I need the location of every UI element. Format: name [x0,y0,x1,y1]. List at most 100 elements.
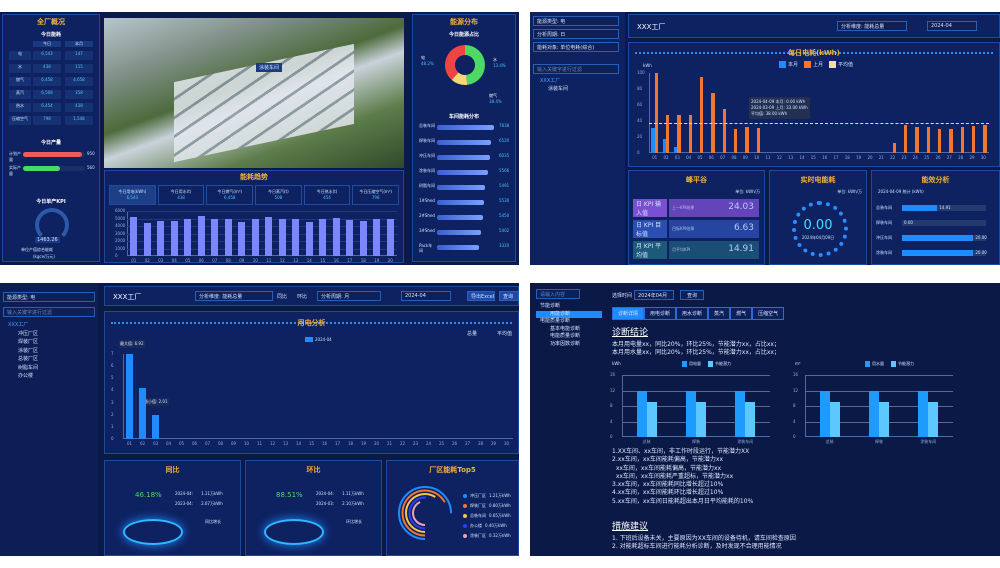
chart-bar[interactable] [938,129,942,153]
trend-tab[interactable]: 今日用电(kWh) 6,543 [109,185,156,205]
chart-bar[interactable] [332,217,340,256]
tree-item[interactable]: 功率因数诊断 [550,340,581,347]
trend-tab[interactable]: 今日压缩空气(m³) 798 [352,185,400,205]
chart-bar[interactable] [722,109,727,153]
chart-bar[interactable] [636,390,647,437]
tree-item[interactable]: 用能诊断 [536,310,602,318]
tab[interactable]: 燃气 [730,307,753,320]
tree-item[interactable]: 总装厂区 [18,356,39,362]
period-select[interactable]: 分析周期: 月 [317,291,381,301]
dimension-select[interactable]: 分析维度: 能耗总量 [837,21,907,31]
tree-item[interactable]: 办公楼 [18,373,34,379]
chart-bar[interactable] [972,125,976,153]
chart-bar[interactable] [654,73,659,153]
chart-bar[interactable] [829,402,840,437]
query-button[interactable]: 查询 [680,290,704,300]
chart-bar[interactable] [211,219,219,256]
filter-select[interactable]: 能源类型: 电 [533,16,619,26]
tab[interactable]: 压缩空气 [752,307,785,320]
tree-item[interactable]: 涂装车间 [548,86,569,92]
trend-tab[interactable]: 今日用水(t) 438 [157,185,205,205]
chart-bar[interactable] [688,115,693,153]
chart-bar[interactable] [651,128,655,153]
chart-bar[interactable] [319,219,327,256]
chart-bar[interactable] [904,125,908,153]
chart-bar[interactable] [879,402,889,437]
month-picker[interactable]: 2024年04月 [634,290,674,300]
trend-tab[interactable]: 今日热水(t) 454 [303,185,351,205]
chart-bar[interactable] [386,218,394,256]
chart-bar[interactable] [130,217,138,256]
chart-bar[interactable] [735,390,746,437]
chart-bar[interactable] [265,217,273,256]
chart-bar[interactable] [677,115,681,153]
date-picker[interactable]: 2024-04 [401,291,451,301]
chart-bar[interactable] [143,223,151,256]
filter-select[interactable]: 分析周期: 日 [533,29,619,39]
daily-bar-chart[interactable]: 0 20 40 60 80 100 01 02 03 04 05 06 07 08 09 10 11 12 13 14… [637,70,989,160]
tab[interactable]: 诊断详情 [612,307,645,320]
chart-bar[interactable] [983,125,987,153]
filter-search-input[interactable]: 输入关键字进行过滤 [533,64,619,74]
chart-bar[interactable] [197,216,205,256]
chart-bar[interactable] [359,220,367,256]
chart-bar[interactable] [949,129,953,153]
chart-bar[interactable] [892,142,897,153]
chart-bar[interactable] [666,115,670,153]
tree-item[interactable]: 树脂车间 [18,364,39,371]
chart-bar[interactable] [745,402,756,437]
chart-bar[interactable] [305,221,313,256]
tree-item[interactable]: 基本电能诊断 [550,325,581,332]
chart-bar[interactable] [157,220,165,256]
chart-bar[interactable] [918,390,929,437]
factory-aerial-map[interactable]: 涂装车间 [104,18,404,168]
query-button[interactable]: 查询 [499,291,519,301]
chart-bar[interactable] [346,220,354,256]
chart-bar[interactable] [238,221,246,256]
tree-item[interactable]: XXX工厂 [8,322,29,328]
tab[interactable]: 蒸汽 [708,307,731,320]
chart-bar[interactable] [928,402,939,437]
tree-item[interactable]: 节能诊断 [540,303,561,309]
tree-item[interactable]: 冲压厂区 [18,330,39,337]
chart-bar[interactable] [673,146,678,153]
chart-bar[interactable] [734,129,738,153]
chart-bar[interactable] [819,390,830,437]
usage-bar-chart[interactable]: 0 1 2 3 4 5 6 7 01 02 03 04 05 06 07 08 09 10 11 12 13 14 15 16… [111,351,513,446]
chart-bar[interactable] [869,390,879,437]
chart-bar[interactable] [292,219,300,256]
chart-bar[interactable] [756,128,761,153]
chart-bar[interactable] [700,77,704,153]
tab[interactable]: 用电诊断 [644,307,677,320]
tree-item[interactable]: 焊装厂区 [18,339,39,345]
trend-tab[interactable]: 今日蒸汽(t) 508 [255,185,302,205]
date-picker[interactable]: 2024-04 [927,21,977,31]
tree-item[interactable]: 电能质量诊断 [550,333,581,339]
chart-bar[interactable] [139,388,146,439]
radio-average[interactable]: 平均值 [497,331,513,337]
mom-checkbox[interactable]: 环比 [297,294,308,300]
map-tag[interactable]: 涂装车间 [256,63,283,72]
filter-select[interactable]: 能耗对象: 单位电耗(综合) [533,42,619,52]
chart-bar[interactable] [745,126,749,153]
chart-bar[interactable] [926,127,931,153]
tree-search-input[interactable]: 请输入内容 [536,289,580,299]
chart-bar[interactable] [152,414,159,439]
chart-bar[interactable] [686,390,696,437]
dimension-select[interactable]: 分析维度: 能耗总量 [195,291,273,301]
export-button[interactable]: 导出Excel [467,291,495,301]
chart-bar[interactable] [696,402,706,437]
chart-bar[interactable] [184,218,192,256]
yoy-checkbox[interactable]: 同比 [277,294,288,300]
chart-bar[interactable] [224,219,232,256]
chart-bar[interactable] [960,127,965,153]
chart-bar[interactable] [278,219,286,256]
trend-tab[interactable]: 今日燃气(m³) 6,458 [206,185,254,205]
chart-bar[interactable] [646,402,657,437]
chart-bar[interactable] [126,354,133,439]
chart-bar[interactable] [170,220,178,256]
tree-root[interactable]: XXX工厂 [540,78,561,84]
tab[interactable]: 用水诊断 [676,307,709,320]
chart-bar[interactable] [662,138,666,153]
filter-search-input[interactable]: 输入关键字进行过滤 [3,307,95,317]
